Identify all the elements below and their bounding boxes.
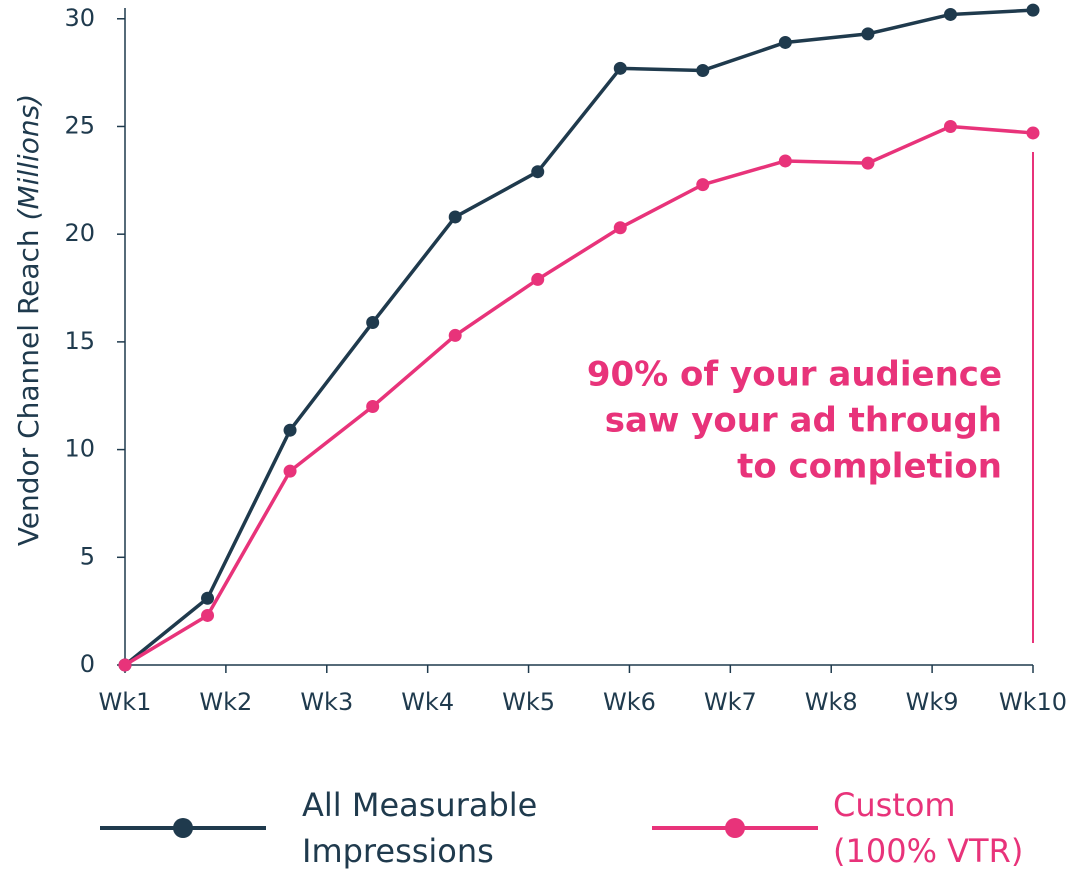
data-point <box>201 591 215 605</box>
annotation: to completion <box>737 447 1002 487</box>
annotation: 90% of your audience <box>587 355 1002 395</box>
data-point <box>118 658 132 672</box>
y-label-unit: (Millions) <box>12 94 45 221</box>
y-tick-label: 0 <box>80 650 95 678</box>
data-point <box>943 119 957 133</box>
x-tick-label: Wk9 <box>906 688 959 716</box>
data-point <box>283 423 297 437</box>
x-tick-label: Wk6 <box>603 688 656 716</box>
legend-label: Custom (100% VTR) <box>833 786 1024 870</box>
data-point <box>201 608 215 622</box>
data-point <box>448 210 462 224</box>
y-tick-label: 15 <box>64 327 95 355</box>
series-line <box>123 8 1034 667</box>
data-point <box>778 35 792 49</box>
data-point <box>778 154 792 168</box>
data-point <box>1026 126 1040 140</box>
data-point <box>1026 3 1040 17</box>
data-point <box>448 328 462 342</box>
legend-label: All Measurable Impressions <box>302 786 538 870</box>
data-point <box>283 464 297 478</box>
x-tick-label: Wk3 <box>300 688 353 716</box>
y-tick-label: 5 <box>80 542 95 570</box>
data-point <box>531 272 545 286</box>
data-point <box>696 63 710 77</box>
y-tick-label: 20 <box>64 219 95 247</box>
data-point <box>696 178 710 192</box>
x-tick-label: Wk7 <box>704 688 757 716</box>
y-axis-label: Vendor Channel Reach (Millions) <box>12 94 45 546</box>
annotation: saw your ad through <box>605 401 1002 441</box>
y-tick-label: 30 <box>64 4 95 32</box>
x-tick-label: Wk2 <box>199 688 252 716</box>
data-point <box>613 221 627 235</box>
series-line <box>124 124 1034 667</box>
x-tick-label: Wk8 <box>805 688 858 716</box>
data-point <box>943 7 957 21</box>
data-point <box>531 165 545 179</box>
data-point <box>366 315 380 329</box>
data-point <box>366 400 380 414</box>
legend-marker <box>725 818 745 838</box>
x-tick-label: Wk4 <box>401 688 454 716</box>
legend-marker <box>173 818 193 838</box>
y-tick-label: 10 <box>64 435 95 463</box>
x-tick-label: Wk5 <box>502 688 555 716</box>
y-tick-label: 25 <box>64 111 95 139</box>
data-point <box>861 156 875 170</box>
y-label-text: Vendor Channel Reach <box>12 229 45 546</box>
data-point <box>861 27 875 41</box>
x-tick-label: Wk1 <box>99 688 152 716</box>
x-tick-label: Wk10 <box>999 688 1067 716</box>
data-point <box>613 61 627 75</box>
